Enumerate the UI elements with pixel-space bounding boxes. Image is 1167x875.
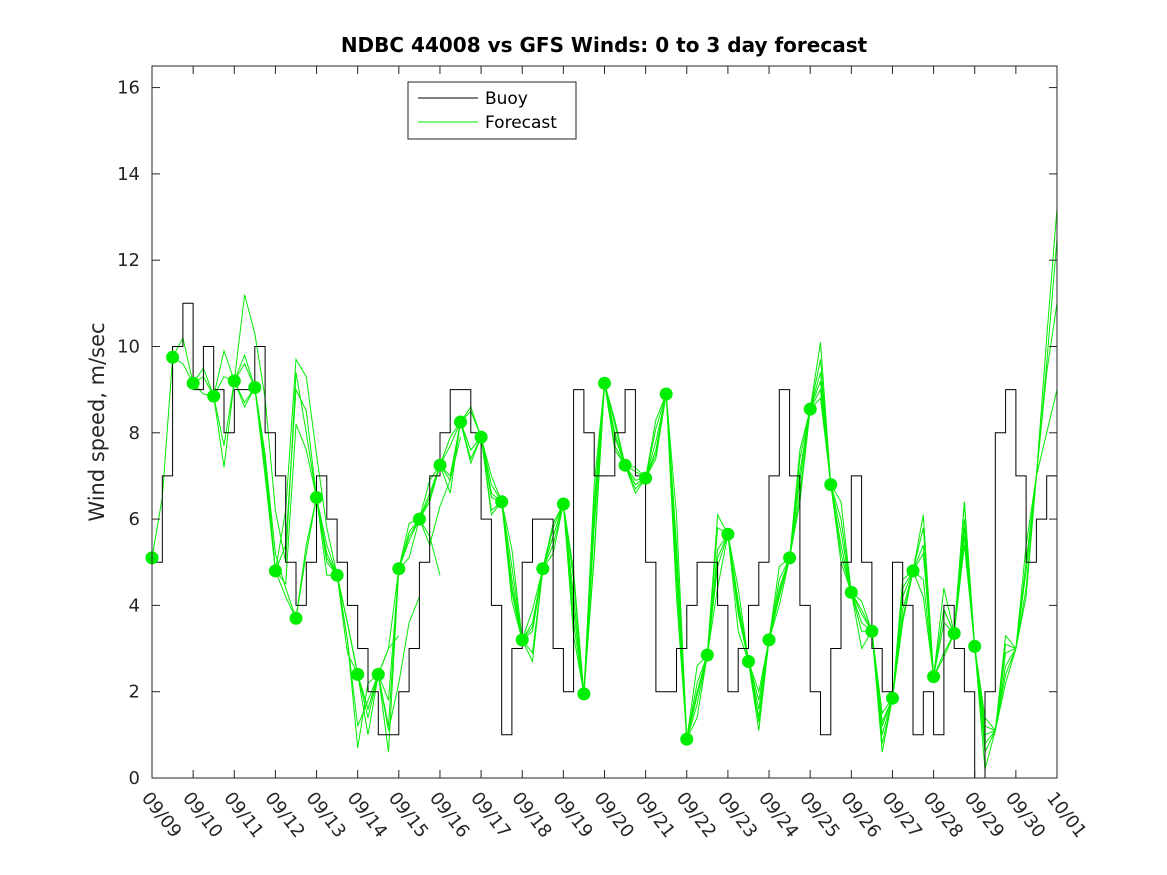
forecast-dots: [145, 350, 982, 746]
forecast-dot: [886, 691, 899, 705]
forecast-dot: [618, 458, 632, 472]
forecast-dot: [865, 624, 879, 638]
chart-title: NDBC 44008 vs GFS Winds: 0 to 3 day fore…: [341, 33, 868, 57]
forecast-dot: [371, 667, 385, 681]
x-tick-label: 09/22: [672, 788, 720, 842]
forecast-dot: [700, 648, 714, 662]
x-tick-label: 09/11: [219, 788, 267, 842]
x-tick-label: 09/14: [343, 788, 391, 842]
y-tick-label: 14: [117, 164, 140, 185]
forecast-dot: [906, 564, 920, 578]
x-tick-label: 09/23: [713, 788, 761, 842]
forecast-dot: [577, 687, 591, 701]
forecast-dot: [454, 415, 467, 429]
legend-box: [407, 81, 577, 140]
y-axis-label: Wind speed, m/sec: [85, 322, 109, 521]
y-tick-label: 10: [117, 336, 140, 357]
forecast-dot: [968, 639, 982, 653]
forecast-dot: [433, 458, 447, 472]
forecast-dot: [742, 655, 755, 668]
forecast-line: [994, 238, 1058, 731]
x-tick-label: 09/13: [302, 788, 350, 842]
forecast-dot: [947, 626, 961, 640]
legend: Buoy Forecast: [407, 81, 577, 140]
forecast-dot: [927, 670, 941, 684]
x-tick-label: 09/12: [260, 788, 308, 842]
plot-area: [152, 66, 1057, 778]
x-tick-label: 09/30: [1001, 788, 1049, 842]
forecast-dot: [412, 512, 426, 526]
legend-forecast-label: Forecast: [485, 113, 557, 133]
x-tick-label: 09/10: [178, 788, 226, 842]
x-tick-label: 09/29: [960, 788, 1008, 842]
y-tick-label: 12: [117, 250, 140, 271]
y-tick-label: 2: [129, 682, 140, 703]
forecast-dot: [248, 381, 262, 394]
x-tick-label: 09/25: [795, 788, 843, 842]
forecast-dot: [207, 389, 221, 403]
x-tick-label: 09/27: [878, 788, 926, 842]
forecast-dot: [844, 585, 858, 599]
x-tick-label: 09/15: [384, 788, 432, 842]
forecast-dot: [392, 562, 406, 576]
y-axis: 0 2 4 6 8 10 12 14 16: [117, 78, 1057, 789]
x-tick-label: 09/26: [836, 788, 884, 842]
forecast-dot: [310, 491, 323, 504]
forecast-dot: [598, 376, 611, 390]
x-tick-label: 09/19: [548, 788, 596, 842]
x-tick-label: 09/17: [466, 788, 514, 842]
forecast-dot: [659, 387, 673, 401]
forecast-dot: [474, 430, 488, 444]
forecast-dot: [536, 562, 550, 576]
y-tick-label: 16: [117, 78, 140, 99]
forecast-dot: [495, 495, 509, 509]
forecast-dot: [639, 471, 653, 485]
forecast-dot: [289, 611, 303, 625]
x-tick-label: 09/20: [590, 788, 638, 842]
forecast-dot: [556, 497, 570, 511]
x-tick-label: 09/18: [507, 788, 555, 842]
legend-buoy-label: Buoy: [485, 89, 528, 109]
forecast-dot: [166, 350, 180, 364]
x-tick-label: 09/28: [919, 788, 967, 842]
forecast-dot: [268, 564, 282, 578]
forecast-dot: [803, 402, 817, 416]
forecast-dot: [227, 374, 241, 388]
forecast-dot: [351, 667, 365, 681]
buoy-line: [152, 302, 1058, 779]
x-tick-label: 10/01: [1042, 788, 1090, 842]
forecast-dot: [783, 551, 797, 565]
y-tick-label: 4: [129, 595, 140, 616]
forecast-dot: [680, 732, 694, 746]
x-tick-label: 09/09: [137, 788, 185, 842]
forecast-dot: [186, 376, 200, 390]
x-tick-label: 09/21: [631, 788, 679, 842]
y-tick-label: 0: [129, 768, 140, 789]
y-tick-label: 6: [129, 509, 140, 530]
forecast-dot: [824, 478, 838, 492]
x-tick-label: 09/24: [754, 788, 802, 842]
forecast-dot: [515, 633, 529, 647]
forecast-dot: [330, 568, 344, 582]
forecast-dot: [762, 633, 776, 647]
x-tick-label: 09/16: [425, 788, 473, 842]
forecast-dot: [721, 527, 735, 541]
y-tick-label: 8: [129, 423, 140, 444]
